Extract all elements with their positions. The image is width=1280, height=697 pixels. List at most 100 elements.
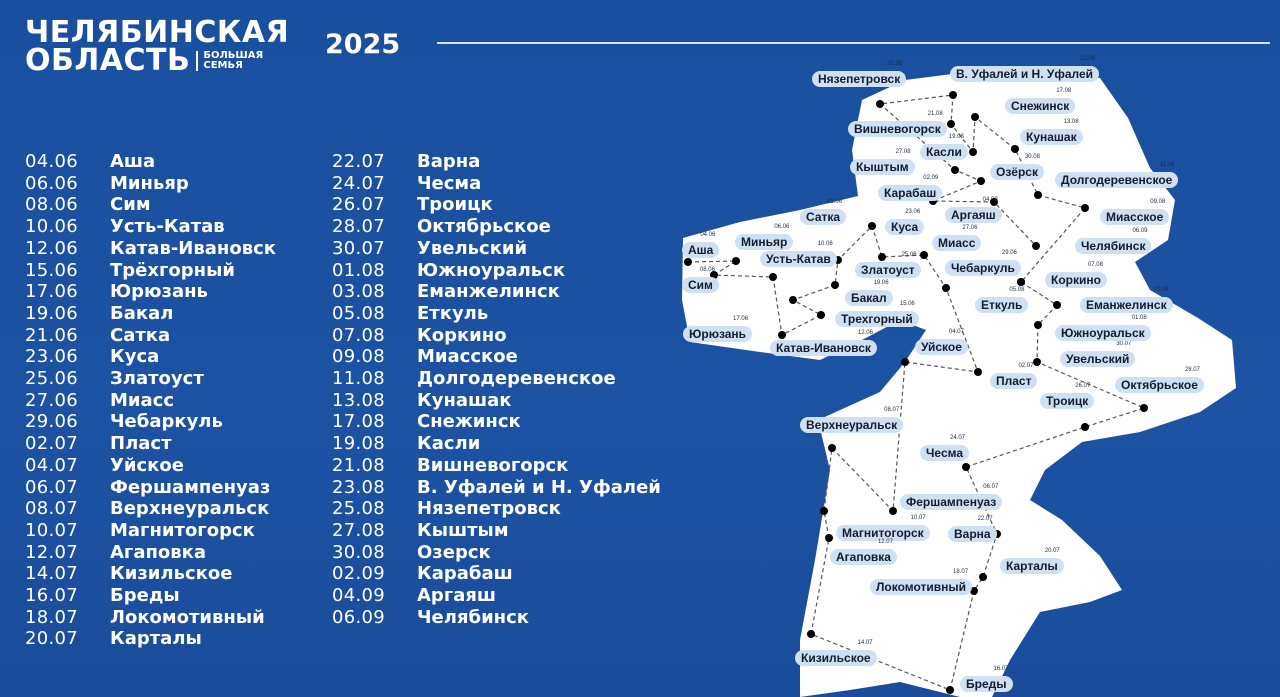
year: 2025 <box>325 29 401 60</box>
map-city-date: 10.07 <box>910 515 926 521</box>
schedule-date: 26.07 <box>332 194 386 216</box>
map-city-label: 21.06 Сатка <box>800 199 847 226</box>
schedule-date: 06.06 <box>25 172 79 194</box>
city-dot <box>876 100 884 108</box>
city-dot <box>977 177 985 185</box>
schedule-city: Касли <box>417 433 481 455</box>
map-city-date: 06.06 <box>774 224 790 230</box>
map-city-date: 06.07 <box>983 484 999 490</box>
city-dot <box>947 120 955 128</box>
city-dot <box>831 281 839 289</box>
logo-title-line1: ЧЕЛЯБИНСКАЯ <box>25 15 290 50</box>
map-city-date: 02.09 <box>923 175 939 181</box>
schedule-city: Увельский <box>417 237 528 259</box>
map-city-label: 24.07 Чесма <box>920 435 970 462</box>
schedule-city: Пласт <box>110 433 172 455</box>
schedule-date: 05.08 <box>332 302 386 324</box>
city-dot <box>769 273 777 281</box>
map-city-label: 29.06 Чебаркуль <box>945 250 1021 277</box>
map-city-label: 30.08 Озёрск <box>990 154 1044 181</box>
map-city-label: 04.07 Уйское <box>915 329 968 356</box>
map-city-name: Челябинск <box>1075 238 1152 254</box>
schedule-city: Юрюзань <box>110 281 208 303</box>
map-city-name: Миасс <box>932 235 982 251</box>
map-city-date: 12.07 <box>877 539 893 545</box>
schedule-city: Варна <box>417 151 481 172</box>
city-dot <box>817 311 825 319</box>
city-dot <box>889 507 897 515</box>
map-city-label: 18.07 Локомотивный <box>870 569 973 596</box>
map-city-name: Карабаш <box>878 185 943 201</box>
schedule-city: Чесма <box>417 172 482 194</box>
map-city-date: 25.06 <box>901 252 917 258</box>
map-city-name: Еманжелинск <box>1080 297 1173 313</box>
schedule-city: Локомотивный <box>110 606 265 628</box>
map-city-label: 16.07 Бреды <box>960 666 1013 693</box>
map-city-label: 10.07 Магнитогорск <box>836 515 930 542</box>
schedule-city: Уйское <box>110 454 184 476</box>
city-dot <box>1081 423 1089 431</box>
schedule-date: 16.07 <box>25 585 79 606</box>
schedule-city: Долгодеревенское <box>417 368 616 389</box>
map-city-date: 23.06 <box>905 209 921 215</box>
map-city-label: 13.08 Кунашак <box>1020 119 1083 146</box>
map-city-name: Коркино <box>1045 272 1107 288</box>
map-city-label: 21.08 Вишневогорск <box>848 111 947 138</box>
map-city-label: 04.06 Аша <box>682 232 720 259</box>
schedule-date: 17.06 <box>25 281 79 303</box>
map-city-name: Юрюзань <box>683 326 753 342</box>
map-land <box>682 68 1236 697</box>
city-dot <box>920 251 928 259</box>
schedule-city: Магнитогорск <box>110 519 255 541</box>
map-city-label: 08.06 Сим <box>682 267 719 294</box>
map-city-label: 12.06 Катав-Ивановск <box>770 330 877 357</box>
map-city-date: 04.07 <box>948 329 964 335</box>
schedule-date: 20.07 <box>25 628 79 650</box>
map-city-date: 01.08 <box>1131 315 1147 321</box>
map-city-date: 10.06 <box>817 241 833 247</box>
city-dot <box>828 444 836 452</box>
map-city-label: 10.06 Усть-Катав <box>760 241 837 268</box>
schedule-date: 21.08 <box>332 454 386 476</box>
map-city-name: Кизильское <box>795 650 877 666</box>
schedule-date: 03.08 <box>332 281 386 303</box>
header-divider <box>437 42 1270 44</box>
map-city-date: 19.06 <box>873 280 889 286</box>
schedule-date: 07.08 <box>332 324 386 346</box>
schedule-city: Катав-Ивановск <box>110 237 276 259</box>
map-city-label: 12.07 Агаповка <box>830 539 897 566</box>
map-city-date: 26.07 <box>1075 383 1091 389</box>
map-city-date: 17.06 <box>733 316 749 322</box>
schedule-date: 29.06 <box>25 411 79 433</box>
schedule-city: Бакал <box>110 302 174 324</box>
subtitle-line1: БОЛЬШАЯ <box>203 50 264 61</box>
map-city-label: 19.08 Касли <box>920 134 968 161</box>
schedule-city: Еткуль <box>417 302 489 324</box>
city-dot <box>971 113 979 121</box>
schedule-date: 28.07 <box>332 216 386 238</box>
map-city-label: 17.06 Юрюзань <box>683 316 753 343</box>
map-city-label: 11.08 Долгодеревенское <box>1055 162 1179 189</box>
schedule-date: 25.08 <box>332 498 386 520</box>
city-dot <box>732 257 740 265</box>
map-city-date: 19.08 <box>948 134 964 140</box>
schedule-city: Чебаркуль <box>110 411 223 433</box>
map-city-date: 16.07 <box>993 666 1009 672</box>
map-city-date: 13.08 <box>1063 119 1079 125</box>
map-city-label: 25.08 Нязепетровск <box>812 61 907 88</box>
city-dot <box>684 258 692 266</box>
map-city-date: 30.07 <box>1116 341 1132 347</box>
map-city-label: 22.07 Варна <box>948 516 997 543</box>
map-city-name: Магнитогорск <box>836 525 930 541</box>
city-dot <box>778 331 786 339</box>
map-city-name: Варна <box>948 526 997 542</box>
schedule-city: Сим <box>110 194 151 216</box>
map-city-name: Кунашак <box>1020 129 1083 145</box>
map-city-date: 29.06 <box>1001 250 1017 256</box>
schedule-city: Верхнеуральск <box>110 498 270 520</box>
city-dot <box>901 358 909 366</box>
map-city-date: 21.08 <box>927 111 943 117</box>
map-city-date: 20.07 <box>1044 548 1060 554</box>
schedule-date: 25.06 <box>25 368 79 389</box>
